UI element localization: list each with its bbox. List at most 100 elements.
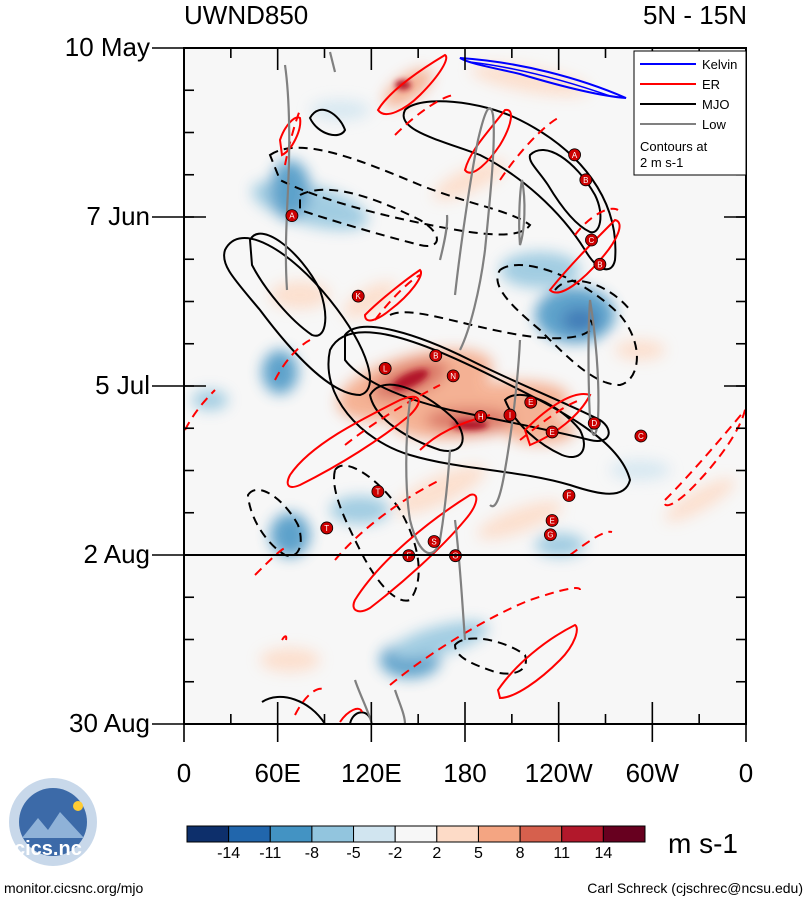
mjo-contour-8	[503, 393, 585, 458]
storm-marker	[371, 485, 385, 498]
colorbar	[186, 825, 646, 843]
colorbar-bin	[186, 825, 230, 843]
logo-globe-inner	[19, 788, 87, 856]
y-tick-label: 10 May	[64, 32, 150, 62]
colorbar-bin	[394, 825, 438, 843]
logo-mountains	[22, 812, 84, 838]
low-contour-11	[438, 214, 449, 261]
low-contour-8	[328, 51, 337, 73]
mjo-dashed-1	[268, 146, 532, 236]
low-contour-5	[405, 399, 452, 555]
er-dashed-7	[374, 274, 421, 321]
storm-marker	[579, 173, 593, 187]
storm-marker	[429, 349, 443, 362]
storm-letter: B	[597, 260, 602, 269]
storm-letter: I	[509, 411, 511, 420]
chart-title-right: 5N - 15N	[642, 0, 747, 30]
colorbar-bin	[477, 825, 521, 843]
er-dashed-10	[254, 547, 286, 576]
y-tick-label: 2 Aug	[83, 539, 150, 569]
storm-marker	[320, 521, 334, 535]
storm-marker	[378, 362, 392, 375]
storm-marker	[545, 514, 559, 527]
x-tick-label: 0	[176, 758, 192, 788]
low-contour-10	[393, 689, 407, 724]
storm-letter: E	[549, 428, 554, 437]
er-contour-12	[339, 707, 363, 723]
storm-marker	[587, 416, 601, 430]
x-tick-label: 0	[738, 758, 754, 788]
storm-letter: O	[452, 552, 458, 561]
storm-marker	[285, 209, 299, 223]
logo-text: cics.nc	[14, 838, 82, 860]
colorbar-tick-label: 2	[432, 845, 442, 862]
legend-label-kelvin: Kelvin	[702, 57, 737, 72]
storm-letter: C	[638, 432, 644, 441]
er-contour-6	[286, 395, 420, 488]
low-contour-2	[518, 179, 526, 246]
colorbar-tick-label: -8	[304, 845, 320, 862]
er-contour-7	[352, 493, 478, 613]
low-contour-6	[453, 519, 467, 641]
x-tick-label: 180	[443, 758, 487, 788]
er-contour-3	[548, 218, 621, 294]
colorbar-bin	[602, 825, 646, 843]
colorbar-unit: m s-1	[668, 828, 738, 859]
legend-note: 2 m s-1	[640, 155, 683, 170]
mjo-contour-9	[308, 108, 347, 137]
colorbar-tick-label: -11	[259, 845, 282, 862]
mjo-dashed-2	[299, 188, 438, 247]
colorbar-tick-label: -5	[346, 845, 361, 862]
legend-label-mjo: MJO	[702, 97, 729, 112]
storm-letter: K	[356, 292, 362, 301]
er-dashed-6	[184, 389, 216, 431]
mjo-contour-3	[248, 232, 327, 337]
storm-marker	[524, 395, 538, 409]
er-dashed-13	[389, 587, 581, 686]
mjo-contour-10	[261, 695, 326, 724]
colorbar-bin	[561, 825, 604, 843]
storm-marker	[634, 429, 648, 443]
legend: Kelvin ER MJO Low Contours at2 m s-1	[633, 50, 747, 176]
storm-letter: B	[583, 176, 588, 185]
er-dashed-15	[569, 530, 613, 556]
storm-letter: G	[547, 531, 553, 540]
storm-letter: T	[375, 487, 380, 496]
mjo-dashed-3	[496, 264, 638, 387]
footer-credit: Carl Schreck (cjschrec@ncsu.edu)	[587, 880, 803, 896]
mjo-dashed-6	[246, 488, 302, 557]
storm-marker	[474, 410, 488, 423]
low-contour-1	[453, 107, 495, 351]
storm-letter: E	[528, 398, 533, 407]
legend-label-er: ER	[702, 77, 720, 92]
mjo-contour-2	[528, 149, 602, 234]
legend-label-low: Low	[702, 117, 726, 132]
er-dashed-11	[519, 399, 581, 441]
er-dashed-5	[274, 339, 311, 381]
er-dashed-2	[499, 117, 559, 181]
storm-letter: N	[450, 372, 456, 381]
y-tick-label: 30 Aug	[69, 708, 150, 738]
mjo-contour-7	[368, 383, 464, 452]
storm-letter: T	[324, 524, 329, 533]
colorbar-tick-label: 5	[474, 845, 483, 862]
x-tick-label: 120W	[524, 758, 593, 788]
storm-marker	[503, 408, 517, 422]
storm-marker	[585, 233, 598, 247]
storm-marker	[427, 535, 441, 548]
chart-title-left: UWND850	[184, 0, 309, 30]
kelvin-contour-inner	[469, 61, 611, 97]
x-tick-label: 60W	[625, 758, 680, 788]
er-dashed-9	[334, 479, 441, 561]
storm-letter: B	[433, 352, 438, 361]
storm-marker	[593, 257, 607, 271]
colorbar-bin	[311, 825, 355, 843]
er-contour-1	[376, 53, 448, 115]
mjo-contour-6	[327, 331, 632, 495]
er-contour-2	[463, 108, 512, 174]
storm-letter: D	[591, 419, 597, 428]
colorbar-bin	[228, 825, 271, 843]
storm-letter: S	[431, 537, 436, 546]
storm-letter: F	[567, 492, 572, 501]
